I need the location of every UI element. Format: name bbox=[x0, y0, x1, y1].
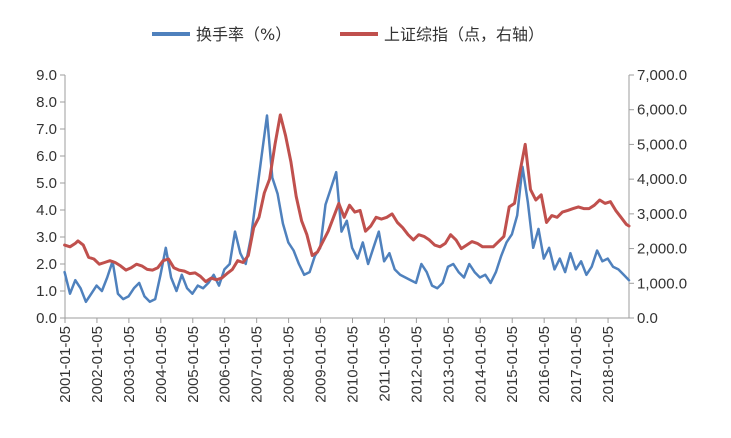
right-y-tick-label: 5,000.0 bbox=[637, 136, 687, 153]
left-y-tick-label: 8.0 bbox=[36, 94, 57, 111]
left-y-tick-label: 1.0 bbox=[36, 283, 57, 300]
right-y-tick-label: 3,000.0 bbox=[637, 206, 687, 223]
x-tick-label: 2014-01-05 bbox=[472, 326, 489, 403]
x-tick-label: 2001-01-05 bbox=[57, 326, 74, 403]
right-y-tick-label: 7,000.0 bbox=[637, 67, 687, 84]
x-tick-label: 2004-01-05 bbox=[153, 326, 170, 403]
x-tick-label: 2008-01-05 bbox=[281, 326, 298, 403]
left-y-tick-label: 7.0 bbox=[36, 121, 57, 138]
x-tick-label: 2013-01-05 bbox=[440, 326, 457, 403]
chart-axes: 0.0 1.0 2.0 3.0 4.0 5.0 6.0 7.0 8.0 9.0 0.0 1,000.0… bbox=[36, 67, 687, 403]
x-tick-label: 2005-01-05 bbox=[185, 326, 202, 403]
series-line-turnover bbox=[63, 114, 631, 304]
legend-label-turnover: 换手率（%） bbox=[196, 25, 291, 44]
right-y-tick-label: 1,000.0 bbox=[637, 275, 687, 292]
left-y-tick-label: 5.0 bbox=[36, 175, 57, 192]
x-tick-label: 2003-01-05 bbox=[121, 326, 138, 403]
x-tick-label: 2002-01-05 bbox=[89, 326, 106, 403]
right-y-tick-label: 2,000.0 bbox=[637, 241, 687, 258]
right-y-tick-label: 4,000.0 bbox=[637, 171, 687, 188]
x-tick-label: 2015-01-05 bbox=[504, 326, 521, 403]
left-y-tick-label: 9.0 bbox=[36, 67, 57, 84]
series-line-shanghai-index bbox=[63, 113, 631, 284]
right-y-tick-label: 6,000.0 bbox=[637, 102, 687, 119]
x-tick-label: 2010-01-05 bbox=[344, 326, 361, 403]
x-tick-label: 2007-01-05 bbox=[249, 326, 266, 403]
left-y-tick-label: 3.0 bbox=[36, 229, 57, 246]
x-tick-label: 2018-01-05 bbox=[600, 326, 617, 403]
x-tick-label: 2017-01-05 bbox=[568, 326, 585, 403]
chart-legend: 换手率（%） 上证综指（点，右轴） bbox=[152, 25, 544, 44]
left-y-tick-label: 0.0 bbox=[36, 310, 57, 327]
left-y-tick-label: 2.0 bbox=[36, 256, 57, 273]
x-tick-label: 2011-01-05 bbox=[376, 326, 393, 402]
left-y-tick-label: 6.0 bbox=[36, 148, 57, 165]
legend-label-shanghai-index: 上证综指（点，右轴） bbox=[384, 25, 544, 44]
x-tick-label: 2012-01-05 bbox=[408, 326, 425, 403]
x-tick-label: 2016-01-05 bbox=[536, 326, 553, 403]
right-y-tick-label: 0.0 bbox=[637, 310, 658, 327]
x-tick-label: 2009-01-05 bbox=[313, 326, 330, 403]
series-layer bbox=[63, 113, 631, 304]
left-y-tick-label: 4.0 bbox=[36, 202, 57, 219]
x-tick-label: 2006-01-05 bbox=[217, 326, 234, 403]
